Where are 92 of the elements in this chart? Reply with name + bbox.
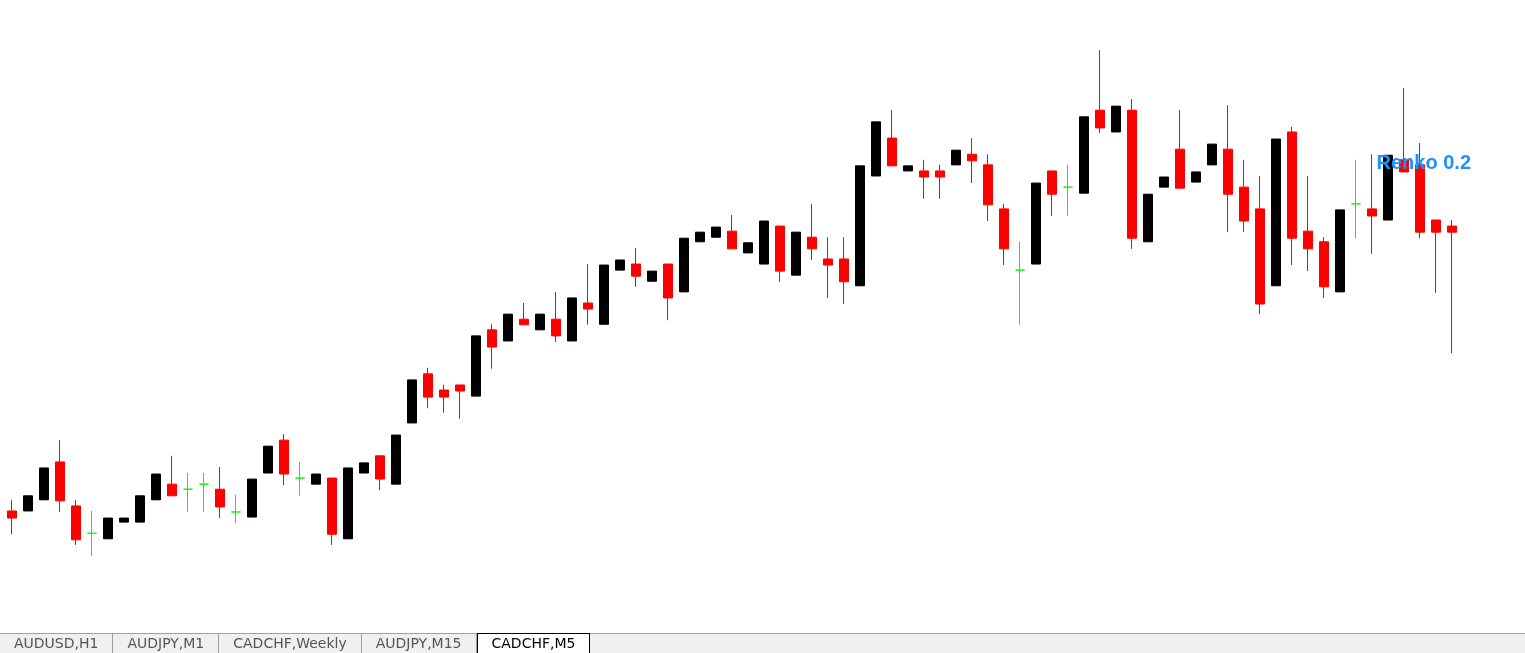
candlestick (1367, 153, 1377, 255)
candlestick (1175, 109, 1185, 189)
candlestick (551, 291, 561, 343)
text: CADCHF,Weekly (219, 634, 362, 653)
candlestick (679, 237, 689, 293)
candlestick (391, 434, 401, 485)
candlestick (519, 302, 529, 326)
text: AUDUSD,H1 (0, 634, 114, 653)
candlestick (967, 137, 977, 184)
candlestick (39, 467, 49, 501)
candlestick (1207, 143, 1217, 166)
candlestick (711, 226, 721, 238)
candlestick (375, 455, 385, 491)
candlestick (359, 462, 369, 474)
candlestick (1255, 175, 1265, 315)
candlestick (871, 121, 881, 177)
candlestick (135, 495, 145, 523)
candlestick (231, 494, 241, 524)
candlestick (55, 439, 65, 513)
candlestick (23, 495, 33, 512)
candlestick (1079, 116, 1089, 194)
candlestick (983, 153, 993, 222)
candlestick (311, 473, 321, 485)
candlestick (663, 263, 673, 321)
candlestick (1239, 159, 1249, 233)
text: AUDJPY,M15 (361, 634, 477, 653)
candlestick (503, 313, 513, 342)
text: AUDJPY,M1 (113, 634, 220, 653)
candlestick (631, 247, 641, 288)
candlestick (1063, 164, 1073, 217)
candlestick (7, 499, 17, 535)
candlestick (919, 159, 929, 200)
candlestick (1287, 126, 1297, 266)
candlestick (887, 109, 897, 167)
candlestick (807, 203, 817, 261)
candlestick (743, 242, 753, 254)
candlestick (1335, 209, 1345, 293)
candlestick (199, 472, 209, 513)
candlestick (119, 517, 129, 523)
candlestick (1447, 219, 1457, 354)
candlestick (247, 478, 257, 518)
candlestick (1031, 182, 1041, 265)
candlestick (71, 499, 81, 546)
candlestick (1127, 98, 1137, 250)
candlestick (1143, 193, 1153, 243)
candlestick (951, 149, 961, 166)
candlestick (535, 313, 545, 331)
candlestick (775, 225, 785, 283)
candlestick (295, 461, 305, 497)
candlestick (599, 264, 609, 325)
candlestick (567, 297, 577, 342)
candlestick (583, 263, 593, 326)
candlestick (1303, 175, 1313, 272)
candlestick (695, 231, 705, 243)
candlestick (1319, 236, 1329, 299)
candlestick (471, 335, 481, 397)
candlestick (167, 455, 177, 497)
candlestick (759, 220, 769, 265)
candlestick (855, 165, 865, 287)
candlestick (903, 165, 913, 172)
candlestick (183, 472, 193, 513)
candlestick (1095, 49, 1105, 134)
candlestick (999, 203, 1009, 266)
candlestick (1015, 241, 1025, 326)
candlestick (423, 367, 433, 409)
candlestick (647, 270, 657, 282)
candlestick (1431, 219, 1441, 294)
candlestick (1047, 170, 1057, 217)
candlestick (1223, 104, 1233, 233)
candlestick (1351, 159, 1361, 239)
candlestick (727, 214, 737, 250)
candlestick (1159, 176, 1169, 188)
candlestick (935, 164, 945, 200)
candlestick (615, 259, 625, 271)
candlestick (823, 236, 833, 299)
candlestick (1111, 105, 1121, 133)
candlestick (487, 323, 497, 370)
candlestick (215, 466, 225, 519)
candlestick (439, 384, 449, 414)
candlestick (791, 231, 801, 276)
candlestick (407, 379, 417, 424)
candlestick (87, 510, 97, 557)
candlestick (1271, 138, 1281, 287)
candlestick (343, 467, 353, 540)
candlestick (455, 384, 465, 420)
candlestick (1191, 171, 1201, 183)
candlestick (327, 477, 337, 546)
candlestick (839, 236, 849, 305)
candlestick (103, 517, 113, 540)
candlestick (263, 445, 273, 474)
candlestick (151, 473, 161, 501)
candlestick (279, 433, 289, 486)
